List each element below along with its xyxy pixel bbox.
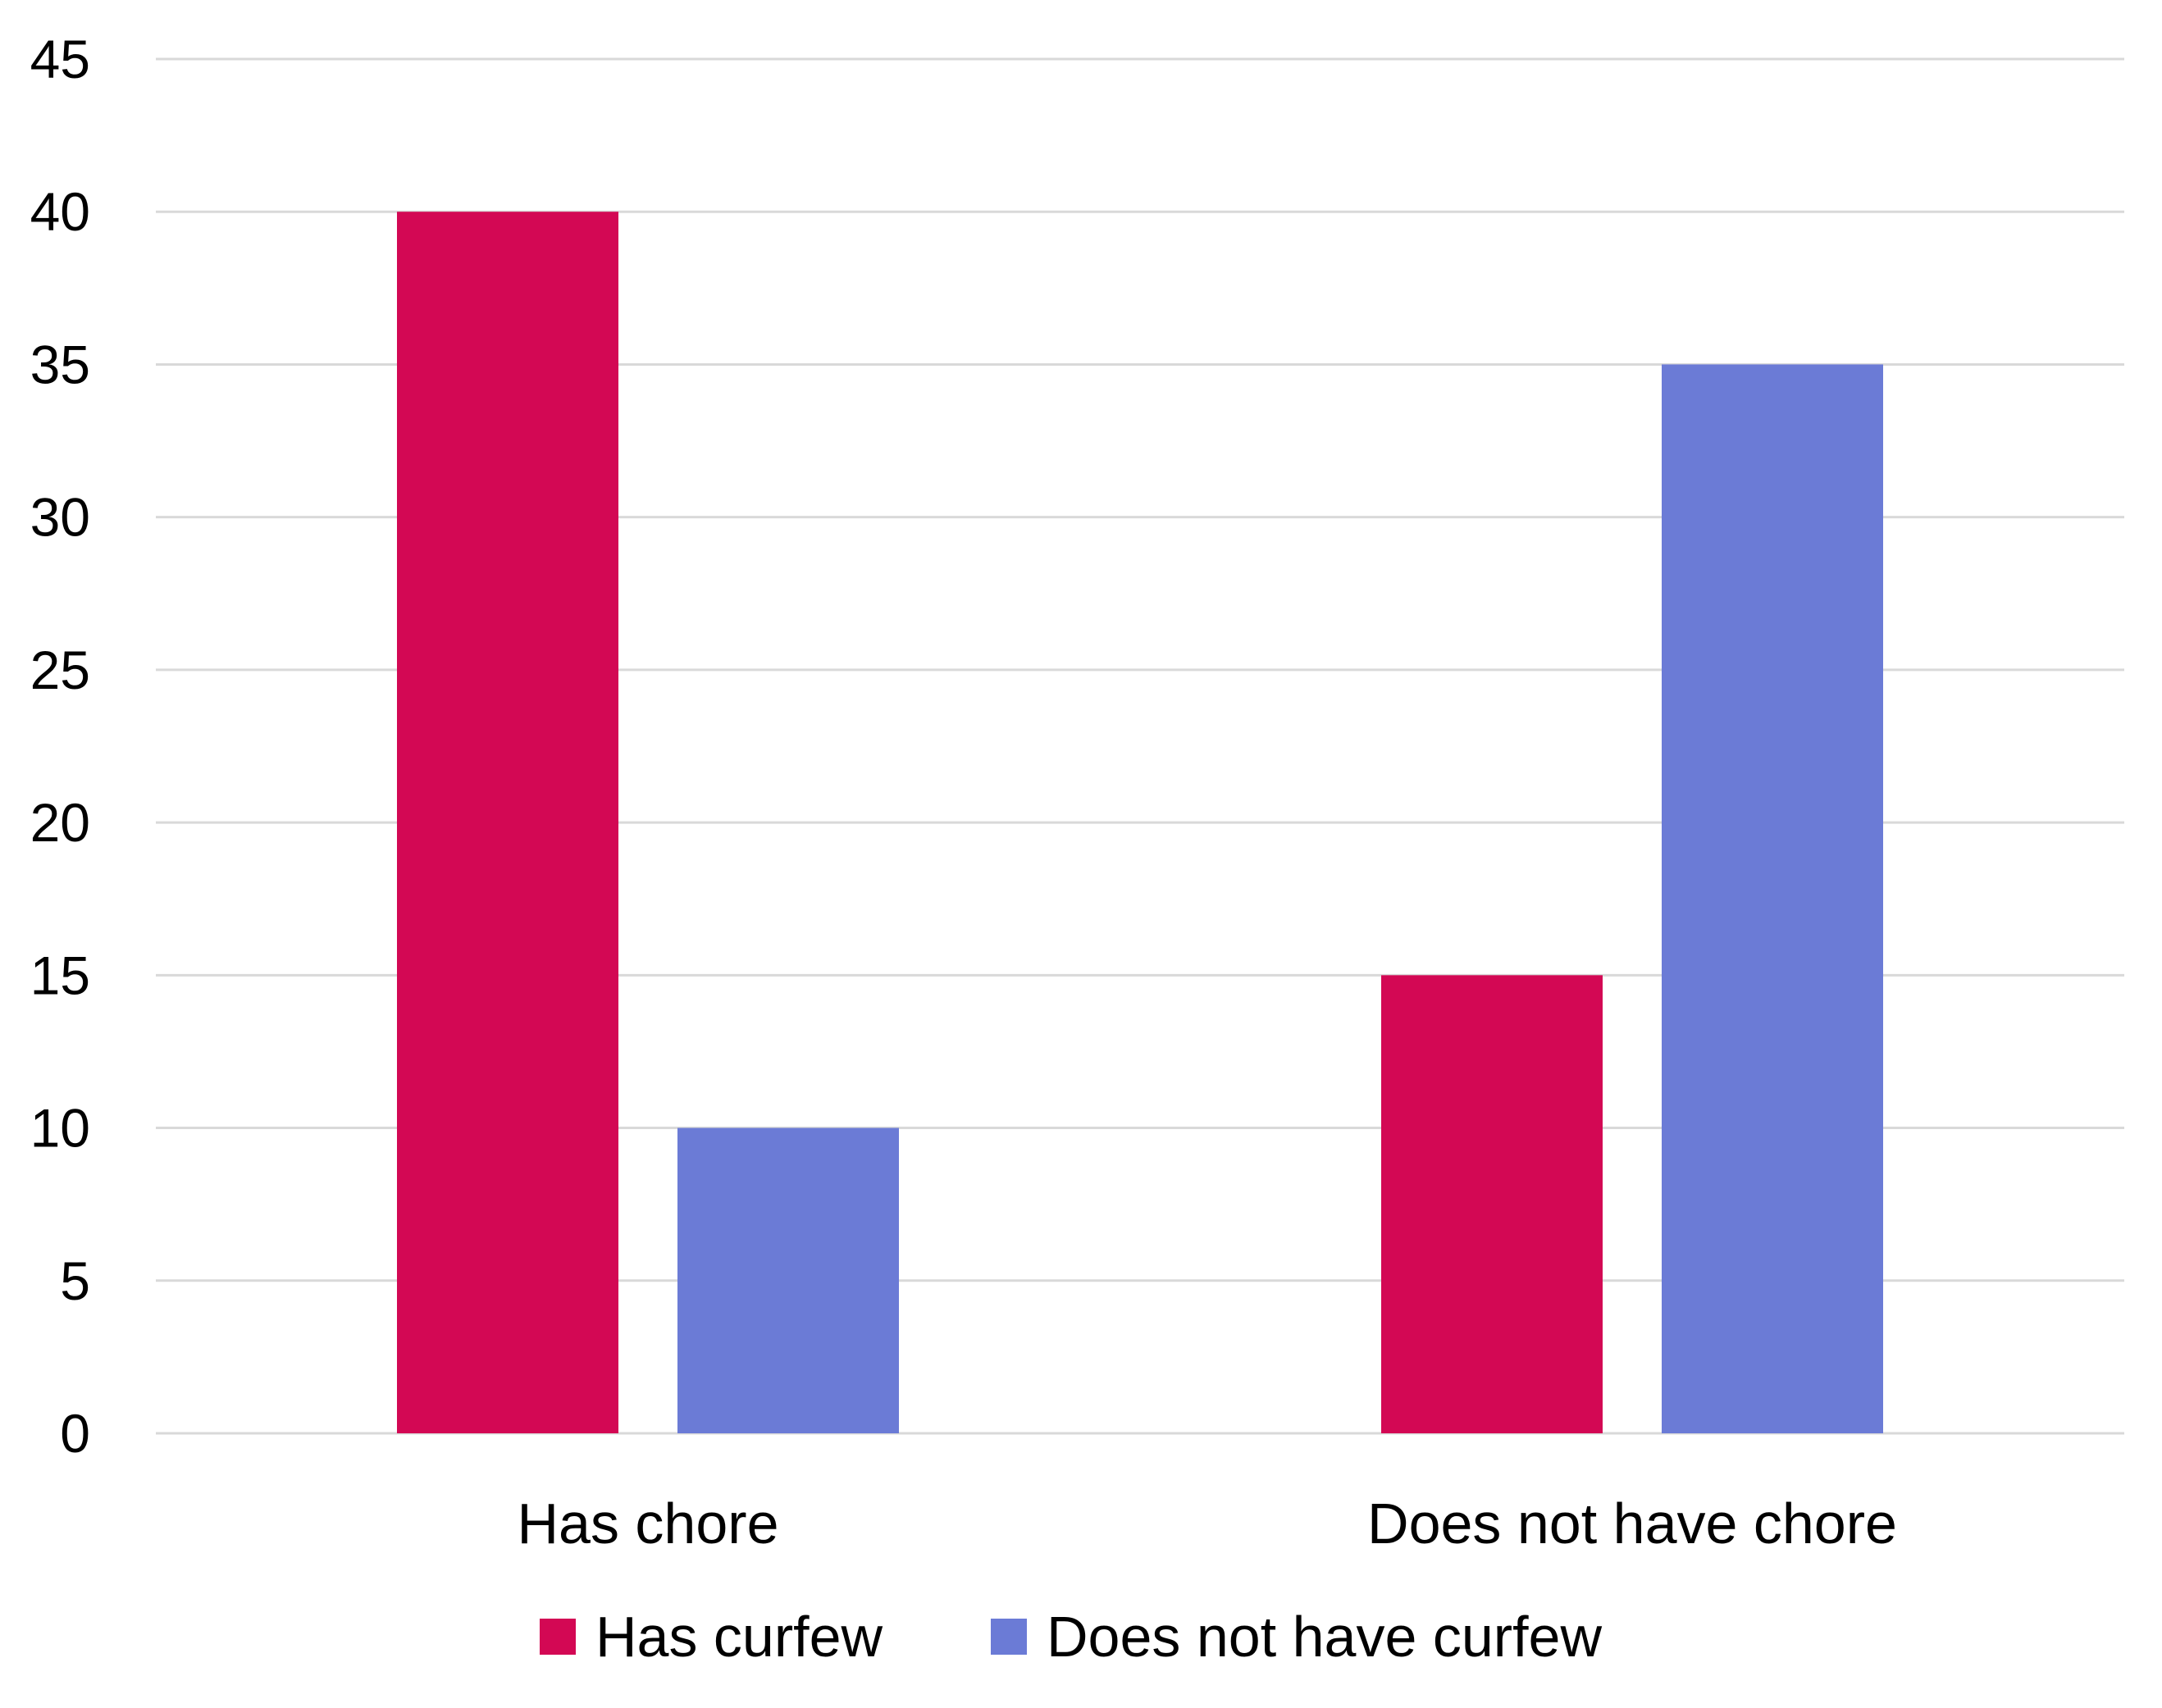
y-tick-label: 15 <box>30 945 90 1005</box>
legend-label: Has curfew <box>595 1605 883 1669</box>
y-tick-label: 35 <box>30 334 90 394</box>
y-tick-label: 45 <box>30 29 90 89</box>
x-category-label: Does not have chore <box>1367 1492 1897 1555</box>
y-tick-label: 40 <box>30 181 90 242</box>
bar-has-curfew-has-chore <box>397 212 618 1434</box>
x-category-label: Has chore <box>517 1492 778 1555</box>
bar-does-not-have-curfew-does-not-have-chore <box>1662 364 1883 1433</box>
legend-swatch <box>991 1619 1027 1655</box>
y-axis-tick-labels: 0 5 10 15 20 25 30 35 40 45 <box>30 29 90 1464</box>
legend-label: Does not have curfew <box>1047 1605 1602 1669</box>
legend: Has curfew Does not have curfew <box>540 1605 1602 1669</box>
y-tick-label: 20 <box>30 792 90 853</box>
y-tick-label: 0 <box>60 1403 90 1464</box>
bar-has-curfew-does-not-have-chore <box>1381 975 1603 1433</box>
y-tick-label: 30 <box>30 487 90 548</box>
bar-does-not-have-curfew-has-chore <box>677 1127 899 1433</box>
y-tick-label: 25 <box>30 640 90 700</box>
y-tick-label: 10 <box>30 1098 90 1159</box>
x-axis-category-labels: Has chore Does not have chore <box>517 1492 1897 1555</box>
y-tick-label: 5 <box>60 1250 90 1311</box>
legend-swatch <box>540 1619 576 1655</box>
bars <box>397 212 1883 1434</box>
